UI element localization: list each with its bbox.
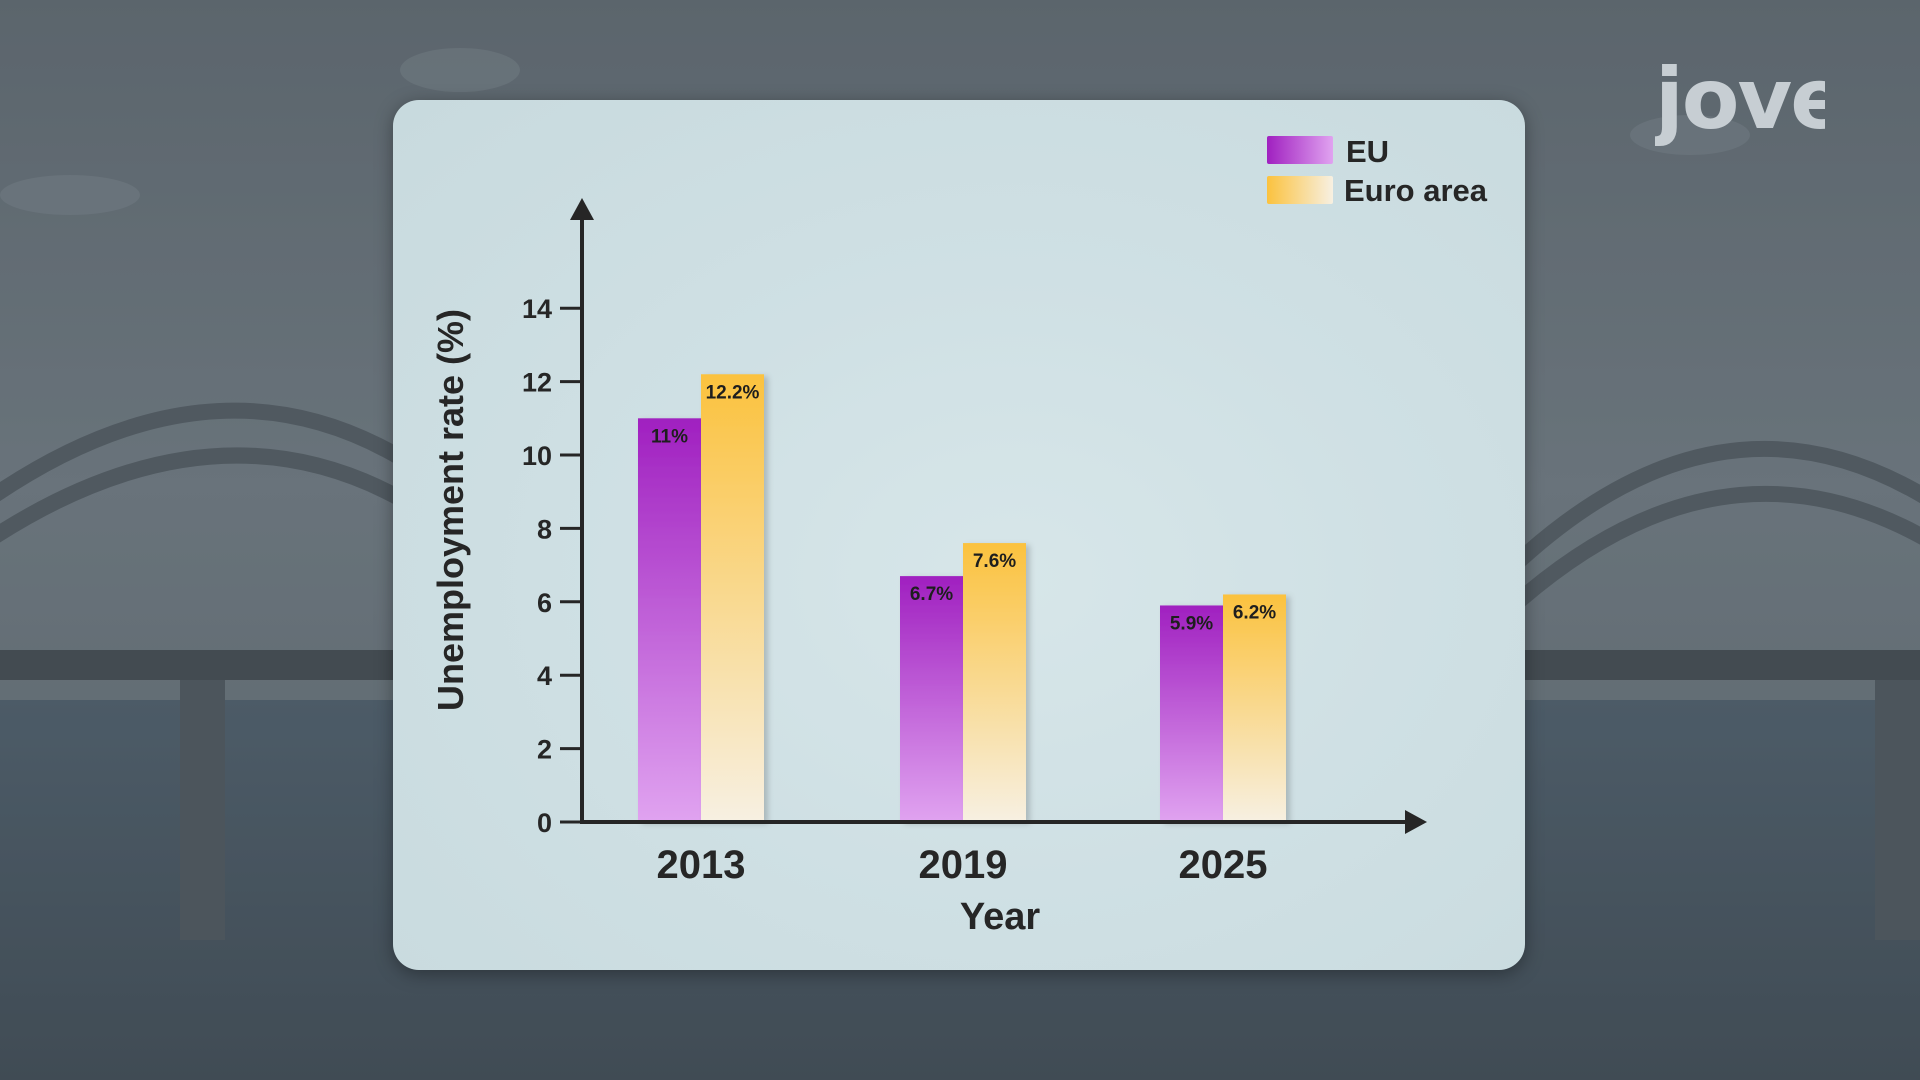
y-tick-label: 4 [537, 661, 552, 691]
bridge-right [1514, 440, 1920, 607]
bar-eu-2019 [900, 576, 963, 822]
bar-eu-2013 [638, 418, 701, 822]
chart-card: 11% 12.2% 6.7% 7.6% 5.9% 6.2% 0 2 4 6 8 10 12 14 201… [393, 100, 1525, 970]
bar-data-label: 6.2% [1233, 602, 1276, 623]
y-tick-label: 12 [522, 368, 552, 398]
legend-label-euro-area: Euro area [1344, 173, 1488, 208]
bar-data-label: 6.7% [910, 584, 953, 605]
y-tick-label: 0 [537, 808, 552, 838]
x-axis-arrow [1405, 810, 1427, 834]
bar-eu-2025 [1160, 605, 1223, 822]
bar-data-label: 11% [651, 426, 688, 447]
bridge-pier-left [180, 680, 225, 940]
y-ticks-group: 0 2 4 6 8 10 12 14 [522, 294, 582, 838]
legend: EU Euro area [1267, 134, 1488, 208]
y-axis-arrow [570, 198, 594, 220]
legend-swatch-euro-area [1267, 176, 1333, 204]
x-categories-group: 2013 2019 2025 [657, 843, 1268, 887]
bar-data-label: 12.2% [706, 382, 760, 403]
y-tick-label: 6 [537, 588, 552, 618]
x-axis-label: Year [960, 896, 1041, 938]
bridge-deck-right [1520, 650, 1920, 680]
axes-group [570, 198, 1427, 834]
bar-euro-area-2025 [1223, 594, 1286, 822]
logo-text: jove [1655, 52, 1825, 148]
y-axis-label: Unemployment rate (%) [430, 309, 471, 711]
y-tick-label: 10 [522, 441, 552, 471]
y-tick-label: 2 [537, 735, 552, 765]
bars-group: 11% 12.2% 6.7% 7.6% 5.9% 6.2% [638, 374, 1286, 822]
cloud-shape [0, 48, 1750, 215]
bridge-left [0, 402, 425, 543]
x-tick-label: 2025 [1179, 843, 1268, 887]
y-tick-label: 14 [522, 294, 552, 324]
legend-label-eu: EU [1346, 134, 1389, 169]
legend-swatch-eu [1267, 136, 1333, 164]
x-tick-label: 2019 [919, 843, 1008, 887]
bar-euro-area-2019 [963, 543, 1026, 822]
y-tick-label: 8 [537, 514, 552, 544]
bar-euro-area-2013 [701, 374, 764, 822]
jove-logo: jove [1655, 52, 1825, 148]
bridge-pier-right [1875, 680, 1920, 940]
bar-chart: 11% 12.2% 6.7% 7.6% 5.9% 6.2% 0 2 4 6 8 10 12 14 201… [430, 134, 1488, 938]
bar-data-label: 5.9% [1170, 613, 1213, 634]
bridge-deck-left [0, 650, 400, 680]
bar-data-label: 7.6% [973, 551, 1016, 572]
x-tick-label: 2013 [657, 843, 746, 887]
